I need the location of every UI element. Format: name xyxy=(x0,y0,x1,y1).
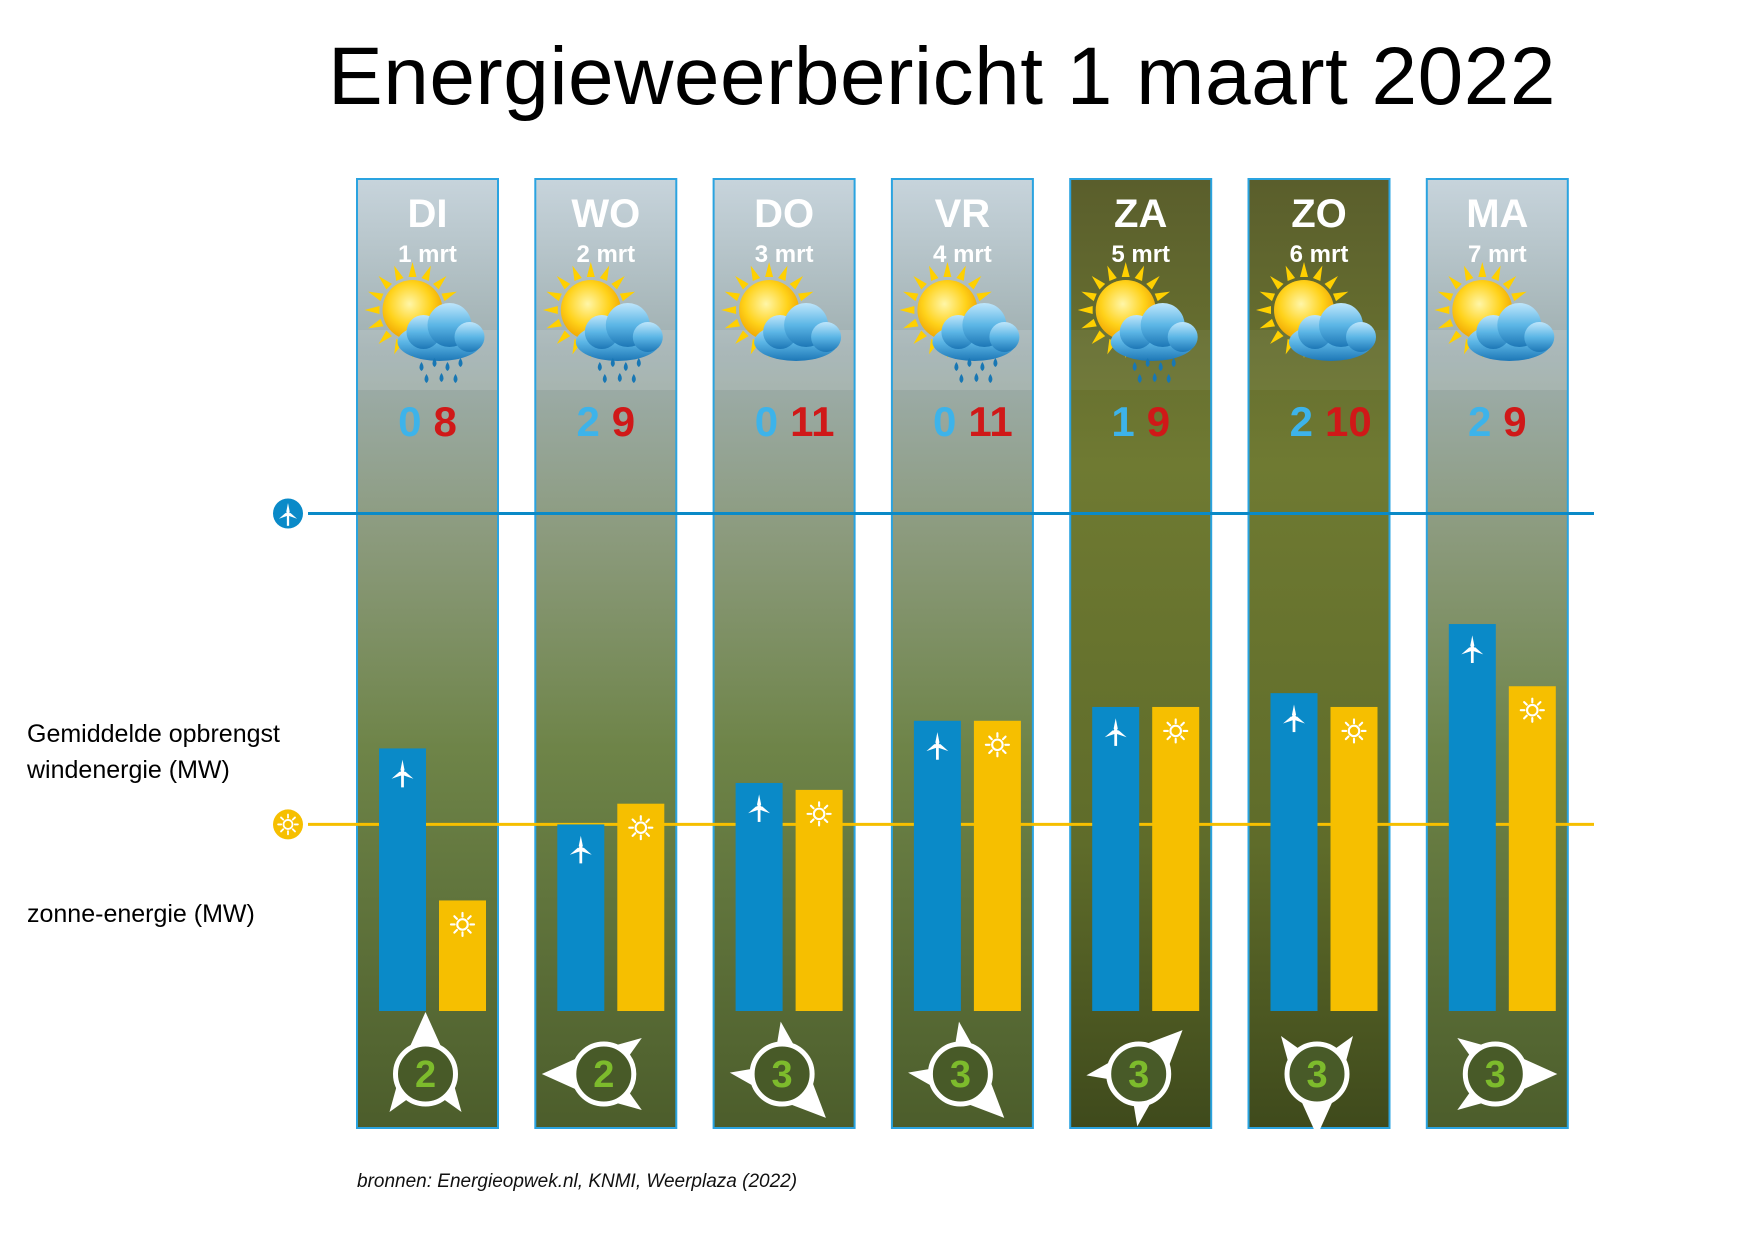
sun-cloud-rain-icon xyxy=(364,262,485,383)
date-label: 2 mrt xyxy=(576,241,635,268)
day-label: DO xyxy=(754,192,814,236)
wind-turbine-icon xyxy=(1104,718,1127,746)
day-label: VR xyxy=(935,192,991,236)
temp-min-label: 0 xyxy=(933,398,956,445)
sun-cloud-rain-icon xyxy=(1077,262,1198,383)
wind-legend-line2: windenergie (MW) xyxy=(27,756,230,784)
wind-turbine-icon xyxy=(748,794,771,822)
date-label: 7 mrt xyxy=(1468,241,1527,268)
wind-direction-icon: 2 xyxy=(389,1012,462,1112)
wind-force-label: 3 xyxy=(1306,1054,1327,1096)
sun-icon xyxy=(1519,697,1545,723)
sun-bar xyxy=(1152,706,1200,1011)
sun-icon xyxy=(806,801,832,827)
sun-icon xyxy=(984,732,1011,758)
wind-direction-icon: 3 xyxy=(729,1021,826,1118)
temp-max-label: 8 xyxy=(434,398,457,445)
sun-icon xyxy=(1341,718,1367,744)
temp-min-label: 2 xyxy=(1290,398,1313,445)
temp-min-label: 0 xyxy=(398,398,421,445)
wind-bar xyxy=(1448,624,1496,1011)
temp-max-label: 10 xyxy=(1325,398,1372,445)
wind-turbine-icon xyxy=(391,759,414,788)
wind-force-label: 3 xyxy=(772,1054,793,1096)
temp-min-label: 2 xyxy=(1468,398,1491,445)
sun-icon xyxy=(628,815,654,841)
sun-bar xyxy=(973,720,1021,1011)
source-note: bronnen: Energieopwek.nl, KNMI, Weerplaz… xyxy=(357,1171,798,1192)
date-label: 1 mrt xyxy=(398,241,457,268)
sun-icon xyxy=(1163,718,1189,744)
wind-direction-icon: 3 xyxy=(908,1021,1005,1118)
wind-turbine-icon xyxy=(1461,635,1484,663)
temp-max-label: 9 xyxy=(612,398,635,445)
wind-turbine-icon xyxy=(1283,704,1305,733)
page-title: Energieweerbericht 1 maart 2022 xyxy=(328,31,1556,122)
sun-bar xyxy=(795,789,843,1011)
date-label: 3 mrt xyxy=(755,241,814,268)
wind-bar xyxy=(379,748,426,1011)
wind-direction-icon: 3 xyxy=(1086,1030,1183,1127)
sun-legend-icon xyxy=(273,809,303,840)
wind-bar xyxy=(1270,693,1318,1011)
sun-bar xyxy=(1330,706,1378,1011)
temp-max-label: 11 xyxy=(790,398,834,445)
wind-legend-icon xyxy=(273,498,303,529)
day-label: ZA xyxy=(1114,192,1167,236)
sun-bar xyxy=(1508,686,1556,1011)
wind-legend-label: Gemiddelde opbrengst windenergie (MW) xyxy=(27,716,280,788)
date-label: 6 mrt xyxy=(1290,241,1349,268)
sun-cloud-icon xyxy=(1256,262,1376,361)
temp-min-label: 1 xyxy=(1111,398,1134,445)
wind-force-label: 2 xyxy=(415,1054,436,1096)
wind-legend-line1: Gemiddelde opbrengst xyxy=(27,720,280,748)
date-label: 4 mrt xyxy=(933,241,992,268)
temp-max-label: 11 xyxy=(968,398,1012,445)
temp-max-label: 9 xyxy=(1147,398,1170,445)
wind-bar xyxy=(913,720,961,1011)
wind-turbine-icon xyxy=(569,835,592,864)
wind-force-label: 3 xyxy=(950,1054,971,1096)
sun-legend-label: zonne-energie (MW) xyxy=(27,900,255,928)
wind-force-label: 3 xyxy=(1128,1054,1149,1096)
wind-direction-icon: 3 xyxy=(1281,1036,1353,1136)
wind-turbine-icon xyxy=(926,732,949,760)
temp-min-label: 2 xyxy=(576,398,599,445)
sun-cloud-rain-icon xyxy=(899,262,1020,383)
wind-direction-icon: 3 xyxy=(1457,1038,1558,1110)
wind-force-label: 3 xyxy=(1485,1054,1506,1096)
temp-max-label: 9 xyxy=(1503,398,1526,445)
wind-force-label: 2 xyxy=(593,1054,614,1096)
sun-icon xyxy=(449,911,476,938)
wind-bar xyxy=(1092,706,1140,1011)
sun-cloud-rain-icon xyxy=(542,262,663,383)
sun-cloud-icon xyxy=(721,262,842,361)
day-label: DI xyxy=(408,192,448,236)
day-label: WO xyxy=(571,192,640,236)
sun-cloud-icon xyxy=(1434,262,1555,361)
day-label: MA xyxy=(1466,192,1528,236)
date-label: 5 mrt xyxy=(1111,241,1170,268)
temp-min-label: 0 xyxy=(755,398,778,445)
wind-direction-icon: 2 xyxy=(541,1038,642,1110)
day-label: ZO xyxy=(1291,192,1347,236)
